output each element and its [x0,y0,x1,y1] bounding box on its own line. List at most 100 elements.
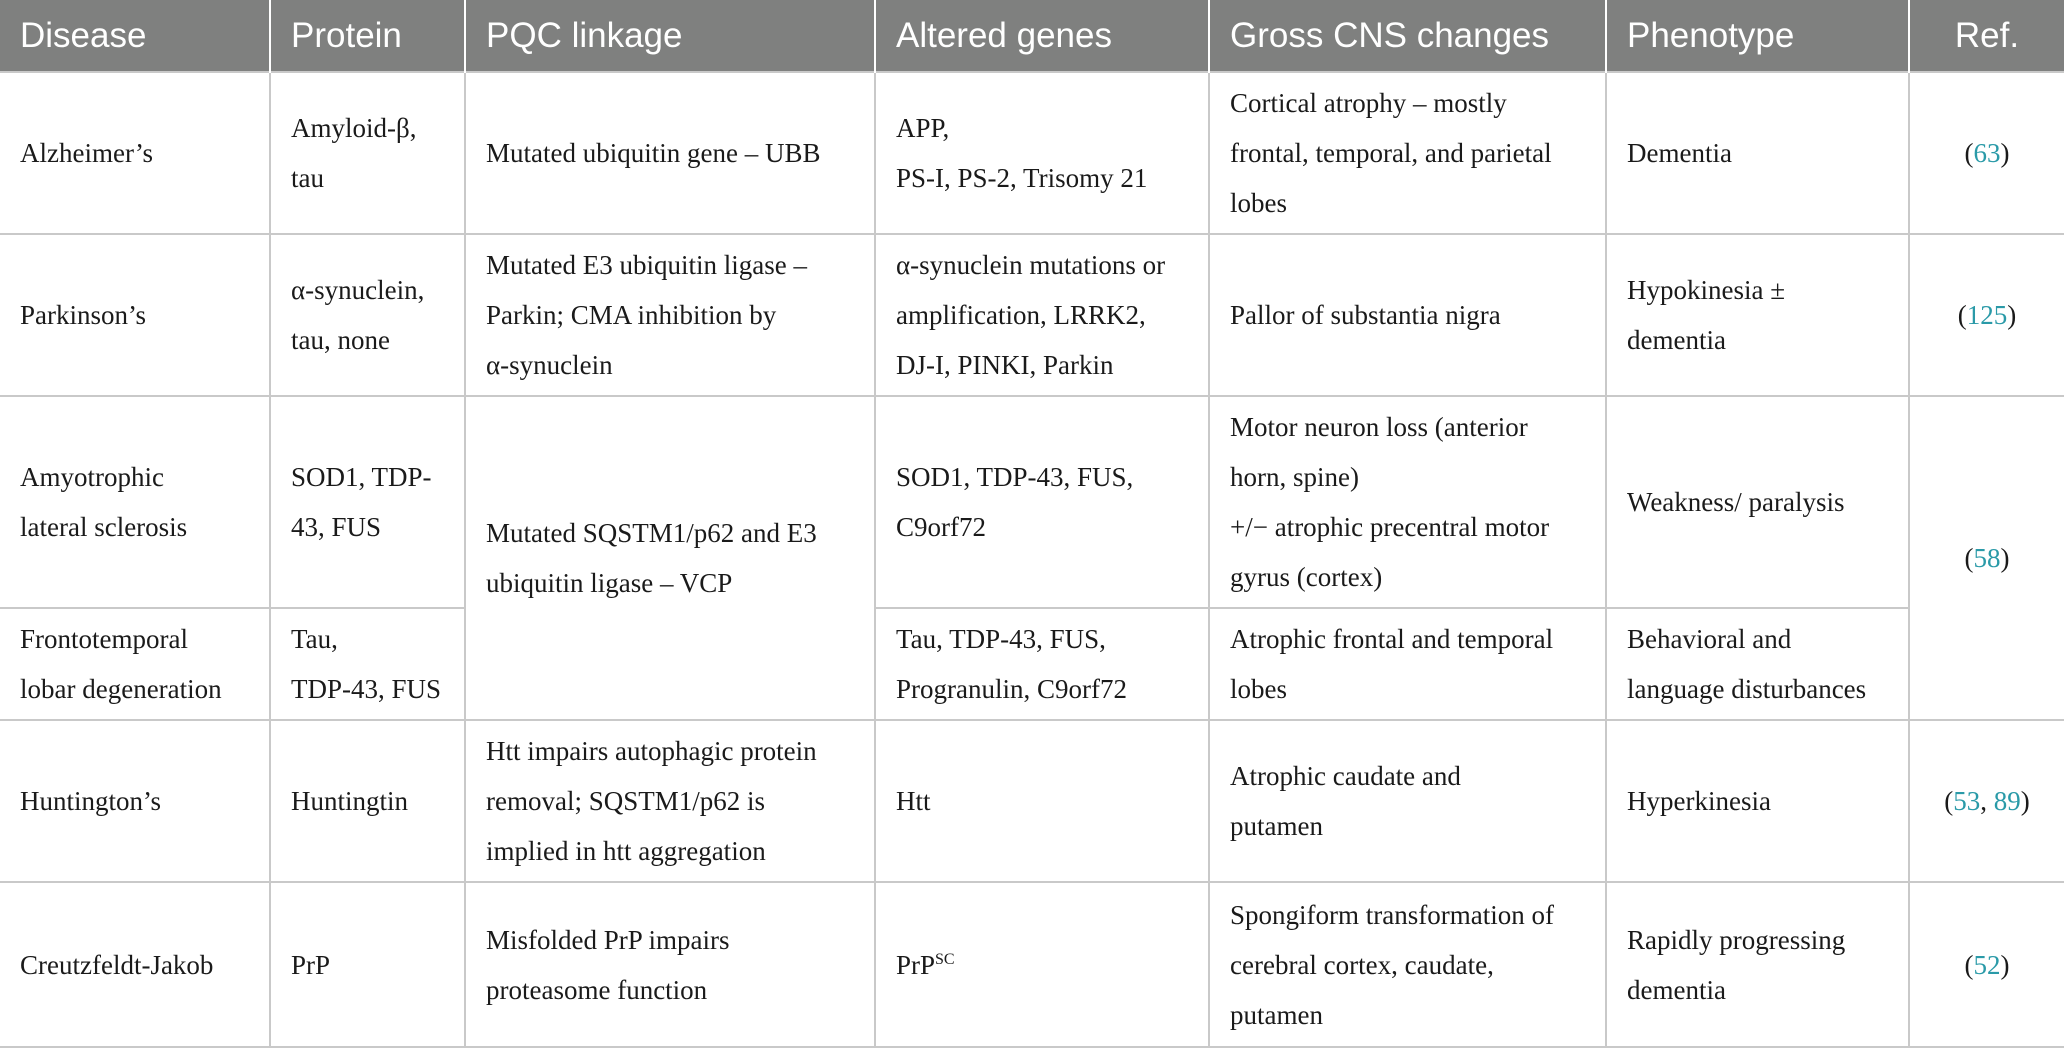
cell-line: Huntington’s [20,786,162,816]
ref-cell: (125) [1908,233,2064,397]
ref-cell: (52) [1908,881,2064,1048]
phenotype-cell: Dementia [1605,71,1910,235]
ref-link[interactable]: 53 [1953,786,1981,816]
cell-line: Progranulin, C9orf72 [896,674,1127,704]
cell-line: amplification, LRRK2, [896,300,1146,330]
cell-line: 43, FUS [291,512,382,542]
genes-cell: PrPSC [874,881,1210,1048]
cell-line: tau [291,163,324,193]
phenotype-cell: Behavioral and language disturbances [1605,607,1909,721]
header-pqc-linkage: PQC linkage [465,0,876,72]
ref-paren-close: ) [2000,949,2010,980]
cell-line: Atrophic frontal and temporal [1230,624,1554,654]
cell-line: Hyperkinesia [1627,786,1771,816]
gene-superscript: SC [935,950,955,968]
cell-line: Behavioral and [1627,624,1792,654]
cell-line: Parkinson’s [20,300,147,330]
cell-line: α-synuclein, [291,275,425,305]
cell-line: α-synuclein [486,350,613,380]
cell-line: α-synuclein mutations or [896,250,1166,280]
cell-line: Amyloid-β, [291,113,417,143]
cell-line: SOD1, TDP- [291,462,432,492]
cell-line: Spongiform transformation of [1230,899,1554,930]
table-row: Parkinson’s α-synuclein, tau, none Mutat… [0,233,2064,397]
ref-cell: (63) [1908,71,2064,235]
ref-link[interactable]: 52 [1973,949,2001,980]
protein-cell: α-synuclein, tau, none [269,233,466,397]
disease-cell: Amyotrophic lateral sclerosis [0,395,271,609]
genes-cell: SOD1, TDP-43, FUS, C9orf72 [874,395,1210,609]
ref-link[interactable]: 58 [1973,543,2001,573]
table-row: Creutzfeldt-Jakob PrP Misfolded PrP impa… [0,881,2064,1048]
ref-paren-open: ( [1964,138,1974,168]
pqc-cell: Htt impairs autophagic protein removal; … [464,719,876,883]
disease-cell: Alzheimer’s [0,71,271,235]
cell-line: tau, none [291,325,390,355]
header-altered-genes: Altered genes [875,0,1210,72]
cell-line: Rapidly progressing [1627,924,1846,955]
pqc-cell: Mutated ubiquitin gene – UBB [464,71,876,235]
cell-line: implied in htt aggregation [486,836,766,866]
cell-line: Tau, TDP-43, FUS, [896,624,1106,654]
cell-line: Htt impairs autophagic protein [486,736,817,766]
cell-line: SOD1, TDP-43, FUS, [896,462,1134,492]
ref-link[interactable]: 63 [1973,138,2001,168]
ref-paren-close: ) [2000,543,2010,573]
cell-line: proteasome function [486,974,708,1005]
cell-line: Weakness/ paralysis [1627,487,1845,517]
table-row: Frontotemporal lobar degeneration Tau, T… [0,607,2064,721]
phenotype-cell: Hyperkinesia [1605,719,1910,883]
ref-paren-close: ) [2020,786,2030,816]
cell-line: putamen [1230,999,1323,1030]
cell-line: Misfolded PrP impairs [486,924,730,955]
cell-line: Cortical atrophy – mostly [1230,88,1507,118]
cell-line: putamen [1230,811,1323,841]
phenotype-cell: Hypokinesia ± dementia [1605,233,1910,397]
cell-line: Tau, [291,624,338,654]
table-row: Huntington’s Huntingtin Htt impairs auto… [0,719,2064,883]
protein-cell: SOD1, TDP- 43, FUS [269,395,466,609]
cell-line: +/− atrophic precentral motor [1230,512,1550,542]
cell-line: DJ-I, PINKI, Parkin [896,350,1114,380]
protein-cell: Huntingtin [269,719,466,883]
cell-line: lobar degeneration [20,674,222,704]
header-row: Disease Protein PQC linkage Altered gene… [0,0,2064,72]
ref-cell: (53, 89) [1908,719,2064,883]
cell-line: dementia [1627,974,1726,1005]
ref-link[interactable]: 89 [1993,786,2021,816]
header-phenotype: Phenotype [1606,0,1910,72]
header-disease: Disease [0,0,271,72]
ref-paren-close: ) [2000,138,2010,168]
ref-paren-open: ( [1957,300,1967,330]
cell-line: Htt [896,786,931,816]
cell-line: APP, [896,113,950,143]
cell-line: Huntingtin [291,786,409,816]
table-row: Amyotrophic lateral sclerosis SOD1, TDP-… [0,395,2064,721]
ref-separator: , [1980,786,1994,816]
cns-cell: Pallor of substantia nigra [1208,233,1607,397]
ref-link[interactable]: 125 [1966,300,2008,330]
cell-line: Hypokinesia ± [1627,275,1786,305]
cell-line: Dementia [1627,138,1732,168]
phenotype-cell: Rapidly progressing dementia [1605,881,1910,1048]
protein-cell: Tau, TDP-43, FUS [269,607,466,721]
cell-line: horn, spine) [1230,462,1359,492]
cns-cell: Spongiform transformation of cerebral co… [1208,881,1607,1048]
cell-line: cerebral cortex, caudate, [1230,949,1494,980]
ref-paren-close: ) [2007,300,2017,330]
header-protein: Protein [270,0,466,72]
gene-name: PrP [896,949,936,980]
cell-line: Pallor of substantia nigra [1230,300,1501,330]
cell-line: Parkin; CMA inhibition by [486,300,777,330]
header-ref: Ref. [1909,0,2064,72]
phenotype-cell: Weakness/ paralysis [1605,395,1910,609]
cell-line: Mutated E3 ubiquitin ligase – [486,250,807,280]
genes-cell: Tau, TDP-43, FUS, Progranulin, C9orf72 [874,607,1210,721]
ref-paren-open: ( [1964,949,1974,980]
genes-cell: α-synuclein mutations or amplification, … [874,233,1210,397]
cell-line: gyrus (cortex) [1230,562,1383,592]
cell-line: lobes [1230,188,1287,218]
genes-cell: APP, PS-I, PS-2, Trisomy 21 [874,71,1210,235]
cell-line: PrPSC [896,940,1188,990]
